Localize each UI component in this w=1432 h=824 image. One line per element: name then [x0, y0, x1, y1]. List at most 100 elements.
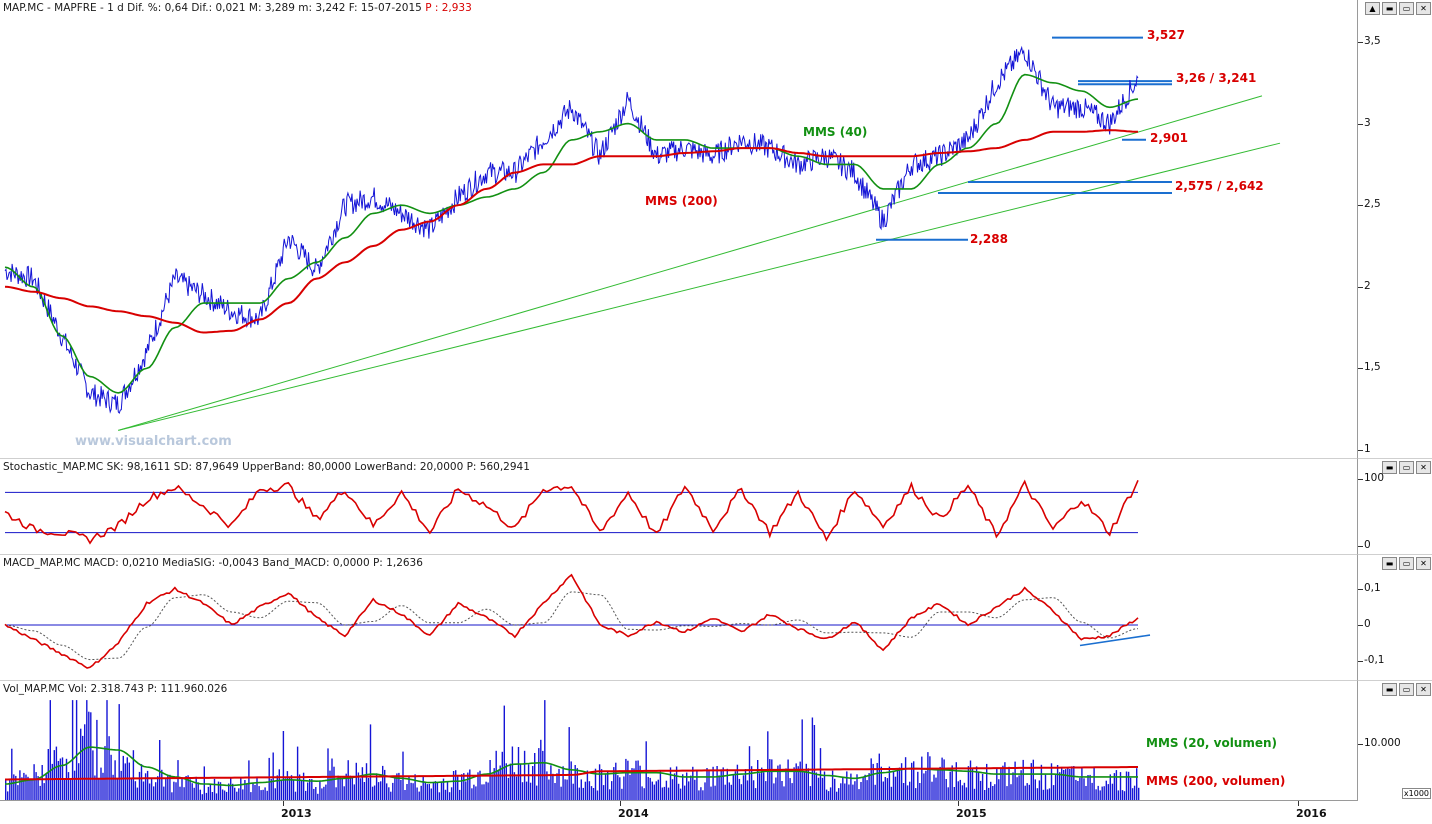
volume-bar — [88, 711, 90, 801]
volume-bar — [544, 700, 546, 801]
volume-bar — [9, 779, 11, 801]
volume-bar — [240, 777, 242, 801]
volume-bar — [809, 786, 812, 801]
minimize-button[interactable]: ▬ — [1382, 461, 1397, 474]
volume-bar — [57, 761, 60, 801]
volume-bar — [943, 759, 945, 801]
volume-bar — [803, 771, 805, 801]
volume-bar — [1024, 785, 1026, 801]
close-button[interactable]: ✕ — [1416, 461, 1431, 474]
tick-mark — [1358, 589, 1363, 590]
volume-bar — [228, 783, 230, 801]
close-button[interactable]: ✕ — [1416, 683, 1431, 696]
volume-bar — [246, 784, 248, 801]
tick-label: 10.000 — [1364, 737, 1401, 750]
volume-bar — [917, 771, 919, 801]
volume-bar — [609, 789, 611, 801]
volume-bar — [367, 778, 370, 801]
scroll-up-button[interactable]: ▲ — [1365, 2, 1380, 15]
close-button[interactable]: ✕ — [1416, 557, 1431, 570]
volume-bar — [452, 771, 455, 801]
volume-bar — [572, 783, 574, 801]
x-tick-label: 2015 — [956, 807, 987, 820]
minimize-button[interactable]: ▬ — [1382, 557, 1397, 570]
volume-bar — [771, 759, 773, 801]
volume-bar — [667, 787, 670, 801]
volume-bar — [232, 783, 234, 801]
volume-bar — [1061, 768, 1063, 801]
volume-bar — [201, 794, 203, 801]
volume-bar — [333, 766, 335, 801]
tick-label: -0,1 — [1364, 654, 1385, 666]
volume-bar — [902, 783, 905, 801]
volume-bar — [896, 768, 899, 801]
volume-bar — [148, 783, 151, 801]
volume-bar — [517, 747, 520, 801]
x-tick-mark — [620, 801, 621, 806]
restore-button[interactable]: ▭ — [1399, 683, 1414, 696]
volume-bar — [434, 781, 437, 801]
volume-bar — [598, 764, 601, 801]
volume-bar — [252, 782, 254, 801]
volume-bar — [497, 770, 499, 801]
volume-bar — [25, 774, 27, 801]
mms200-label: MMS (200) — [645, 194, 718, 208]
volume-bar — [230, 777, 232, 801]
volume-bar — [1133, 785, 1136, 801]
volume-bar — [604, 774, 607, 801]
volume-bar — [736, 764, 739, 801]
volume-bar — [698, 790, 700, 801]
volume-bar — [923, 773, 925, 801]
volume-bar — [171, 792, 173, 801]
volume-bar — [39, 785, 41, 801]
volume-bar — [1022, 759, 1024, 801]
volume-bar — [359, 778, 362, 801]
tick-label: 0 — [1364, 618, 1371, 630]
volume-bar — [335, 787, 337, 801]
minimize-button[interactable]: ▬ — [1382, 2, 1397, 15]
tick-mark — [1358, 744, 1363, 746]
volume-bar — [886, 778, 889, 801]
volume-bar — [73, 770, 76, 801]
volume-bar — [850, 773, 852, 801]
volume-bar — [55, 746, 58, 801]
volume-bar — [457, 776, 459, 801]
volume-bar — [345, 773, 347, 801]
minimize-button[interactable]: ▬ — [1382, 683, 1397, 696]
volume-bar — [144, 773, 147, 801]
close-button[interactable]: ✕ — [1416, 2, 1431, 15]
volume-bar — [13, 774, 15, 801]
volume-bar — [682, 774, 684, 801]
volume-bar — [791, 783, 793, 801]
volume-bar — [580, 779, 582, 801]
restore-button[interactable]: ▭ — [1399, 461, 1414, 474]
volume-bar — [915, 788, 917, 801]
macd-signal-line — [4, 591, 1139, 661]
volume-bar — [473, 784, 475, 801]
volume-bar — [639, 765, 641, 801]
volume-bar — [763, 772, 765, 801]
volume-bar — [913, 761, 915, 801]
volume-bar — [996, 768, 998, 801]
volume-bar — [455, 770, 457, 801]
volume-bar — [532, 766, 534, 801]
volume-bar — [529, 782, 532, 801]
volume-bar — [1127, 771, 1130, 801]
volume-bar — [602, 785, 605, 801]
volume-bar — [69, 778, 72, 801]
volume-bar — [424, 782, 426, 801]
restore-button[interactable]: ▭ — [1399, 2, 1414, 15]
volume-bar — [675, 766, 678, 801]
restore-button[interactable]: ▭ — [1399, 557, 1414, 570]
volume-bar — [953, 787, 955, 801]
volume-bar — [309, 779, 311, 801]
volume-bar — [1010, 784, 1012, 801]
volume-bar — [377, 782, 380, 801]
volume-bar — [1095, 789, 1097, 801]
volume-bar — [302, 772, 305, 801]
volume-bar — [183, 787, 185, 801]
volume-bar — [600, 769, 603, 801]
volume-bar — [382, 765, 384, 801]
volume-bar — [244, 780, 246, 801]
volume-bar — [554, 783, 556, 801]
